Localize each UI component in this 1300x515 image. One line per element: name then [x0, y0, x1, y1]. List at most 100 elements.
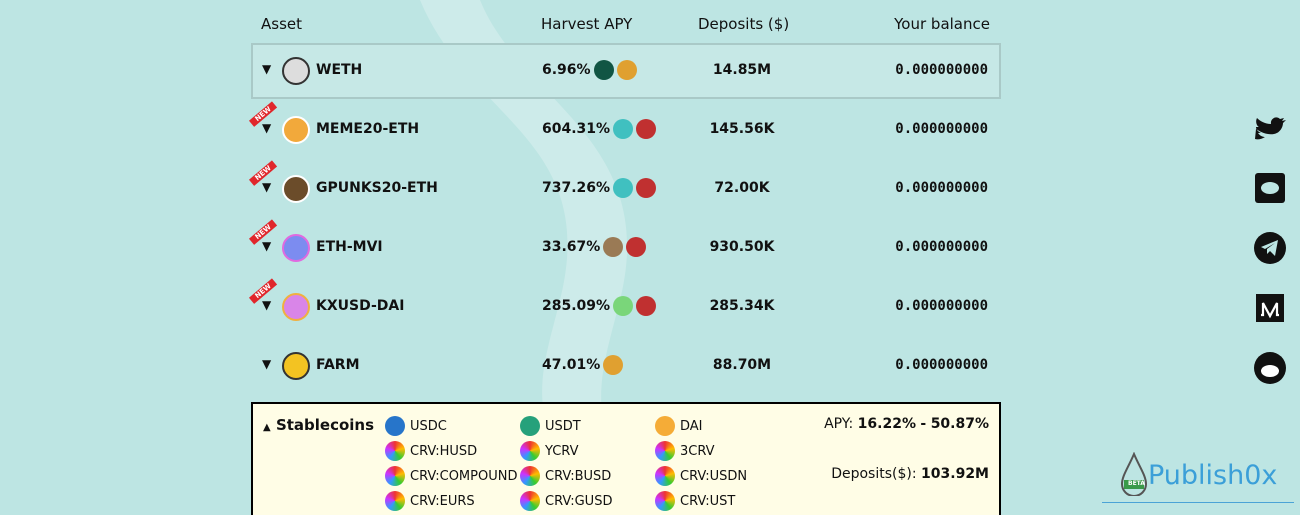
- asset-icon: [282, 175, 310, 203]
- social-icons: [1254, 117, 1286, 384]
- deposits-label: Deposits($):: [831, 466, 917, 482]
- apy-cell: 47.01%: [542, 355, 624, 375]
- apy-value: 737.26%: [542, 180, 611, 196]
- chevron[interactable]: ▼: [262, 180, 272, 194]
- token-name: CRV:EURS: [410, 493, 475, 509]
- deposits: 14.85M: [712, 62, 772, 78]
- token[interactable]: CRV:EURS: [385, 491, 475, 511]
- token-name: CRV:GUSD: [545, 493, 613, 509]
- reward-icon: [613, 119, 634, 139]
- token-icon: [520, 416, 540, 436]
- token-name: CRV:HUSD: [410, 443, 478, 459]
- asset-name: MEME20-ETH: [316, 121, 420, 137]
- token-icon: [520, 466, 540, 486]
- token-name: DAI: [680, 418, 703, 434]
- reward-icon: [593, 60, 614, 80]
- apy-value: 285.09%: [542, 298, 611, 314]
- asset-icon: [282, 352, 310, 380]
- asset-icon: [282, 293, 310, 321]
- token-icon: [655, 441, 675, 461]
- apy-high: 50.87%: [930, 416, 989, 432]
- apy-cell: 33.67%: [542, 237, 647, 257]
- apy-value: 47.01%: [542, 357, 601, 373]
- token-icon: [385, 491, 405, 511]
- token-icon: [385, 416, 405, 436]
- watermark-name: Publish0x: [1148, 460, 1278, 491]
- stablecoins-title: ▲ Stablecoins: [263, 416, 375, 434]
- token[interactable]: YCRV: [520, 441, 579, 461]
- deposits-value: 103.92M: [921, 466, 989, 482]
- asset-name: FARM: [316, 357, 360, 373]
- reward-icon: [603, 355, 624, 375]
- header-deposits: Deposits ($): [698, 15, 790, 33]
- chevron[interactable]: ▼: [262, 298, 272, 312]
- title-text: Stablecoins: [275, 416, 375, 434]
- token[interactable]: USDC: [385, 416, 447, 436]
- token-name: CRV:USDN: [680, 468, 748, 484]
- asset-name: WETH: [316, 62, 363, 78]
- reward-icon: [636, 296, 657, 316]
- apy-value: 604.31%: [542, 121, 611, 137]
- twitter-icon[interactable]: [1255, 117, 1286, 140]
- asset-name: KXUSD-DAI: [316, 298, 405, 314]
- balance: 0.000000000: [895, 298, 988, 314]
- deposits: 72.00K: [714, 180, 770, 196]
- header-balance: Your balance: [894, 15, 990, 33]
- apy-label: APY:: [824, 416, 854, 432]
- token[interactable]: CRV:USDN: [655, 466, 747, 486]
- balance: 0.000000000: [895, 239, 988, 255]
- reward-icon: [603, 237, 624, 257]
- asset-name: ETH-MVI: [316, 239, 383, 255]
- token-name: USDC: [410, 418, 447, 434]
- deposits: 145.56K: [709, 121, 775, 137]
- token[interactable]: CRV:UST: [655, 491, 735, 511]
- reward-icon: [636, 119, 657, 139]
- apy-range: APY: 16.22% - 50.87%: [824, 416, 989, 432]
- token-icon: [520, 491, 540, 511]
- apy-sep: -: [920, 416, 927, 432]
- balance: 0.000000000: [895, 357, 988, 373]
- deposits: 285.34K: [709, 298, 775, 314]
- apy-cell: 6.96%: [542, 60, 637, 80]
- token[interactable]: USDT: [520, 416, 581, 436]
- token-icon: [655, 466, 675, 486]
- chevron[interactable]: ▼: [262, 62, 272, 76]
- chevron[interactable]: ▼: [262, 239, 272, 253]
- token[interactable]: CRV:BUSD: [520, 466, 611, 486]
- token[interactable]: CRV:HUSD: [385, 441, 477, 461]
- apy-value: 6.96%: [542, 62, 591, 78]
- stablecoins-panel[interactable]: ▲ Stablecoins USDC USDT DAI CRV:HUSD YCRV 3CR…: [251, 402, 1001, 515]
- asset-icon: [282, 116, 310, 144]
- token-name: USDT: [545, 418, 581, 434]
- watermark-drop: [1120, 452, 1148, 496]
- token-icon: [385, 466, 405, 486]
- reward-icon: [616, 60, 637, 80]
- apy-cell: 737.26%: [542, 178, 657, 198]
- token[interactable]: CRV:GUSD: [520, 491, 612, 511]
- asset-icon: [282, 57, 310, 85]
- token-icon: [520, 441, 540, 461]
- deposits: Deposits($): 103.92M: [831, 466, 989, 482]
- reward-icon: [636, 178, 657, 198]
- reward-icon: [613, 296, 634, 316]
- token-icon: [385, 441, 405, 461]
- chevron[interactable]: ▼: [262, 357, 272, 371]
- token-name: CRV:UST: [680, 493, 736, 509]
- beta-badge: BETA: [1128, 480, 1145, 487]
- balance: 0.000000000: [895, 62, 988, 78]
- token-name: 3CRV: [680, 443, 715, 459]
- header-apy: Harvest APY: [541, 15, 633, 33]
- deposits: 930.50K: [709, 239, 775, 255]
- apy-cell: 604.31%: [542, 119, 657, 139]
- token-name: CRV:BUSD: [545, 468, 612, 484]
- token[interactable]: CRV:COMPOUND: [385, 466, 517, 486]
- asset-row[interactable]: [252, 338, 1000, 394]
- chevron[interactable]: ▼: [262, 121, 272, 135]
- asset-name: GPUNKS20-ETH: [316, 180, 438, 196]
- token[interactable]: 3CRV: [655, 441, 715, 461]
- apy-cell: 285.09%: [542, 296, 657, 316]
- watermark[interactable]: BETA Publish0x: [1102, 450, 1294, 503]
- token[interactable]: DAI: [655, 416, 703, 436]
- reward-icon: [626, 237, 647, 257]
